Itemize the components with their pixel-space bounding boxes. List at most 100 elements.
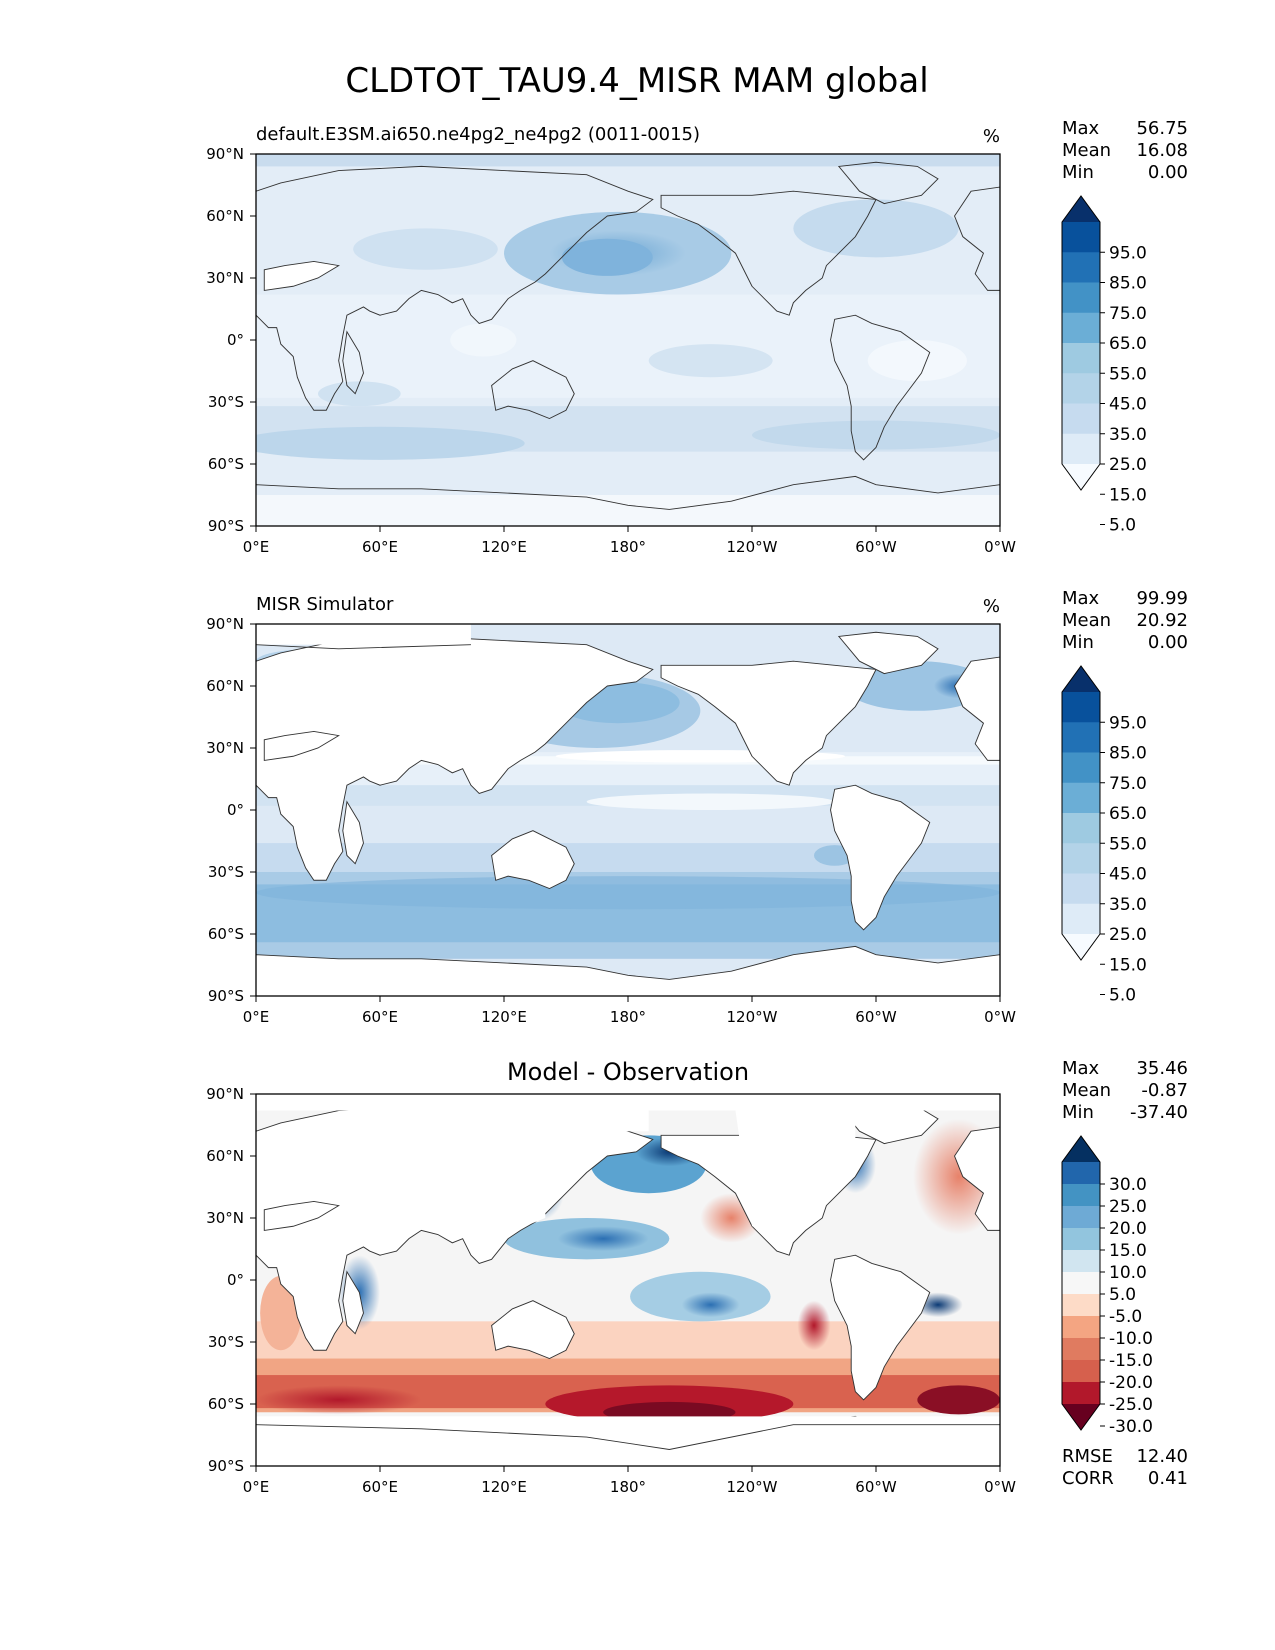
colorbar-bin [1062,403,1100,435]
colorbar-extend-min [1062,1404,1100,1430]
colorbar-label: 5.0 [1109,516,1136,536]
lon-label: 60°W [855,1478,897,1496]
map-reference [256,624,1000,996]
lat-label: 90°N [206,1085,244,1103]
colorbar-bin [1062,1316,1100,1339]
colorbar-test: 95.0 85.0 75.0 65.0 55.0 45.0 35.0 25.0 15.0 5.0 [1061,195,1147,536]
colorbar-bin [1062,1338,1100,1361]
lat-label: 60°N [206,677,244,695]
lat-label: 30°S [208,393,244,411]
colorbar-bin [1062,1206,1100,1229]
stat-value: 0.00 [1148,162,1188,183]
colorbar-bin [1062,343,1100,374]
stat-value: 35.46 [1136,1058,1188,1079]
metric-label: RMSE [1062,1446,1113,1467]
lon-label: 120°W [727,538,778,556]
colorbar-extend-max [1062,196,1100,222]
metrics-difference: RMSE 12.40 CORR 0.41 [1062,1446,1188,1489]
panel-test-units: % [983,126,1000,147]
lon-ticks-difference: 0°E 60°E 120°E 180° 120°W 60°W 0°W [243,1466,1016,1496]
colorbar-label: -20.0 [1109,1373,1153,1393]
colorbar-label: 85.0 [1109,744,1147,764]
colorbar-label: 15.0 [1109,955,1147,975]
lat-label: 30°N [206,269,244,287]
colorbar-label: -5.0 [1109,1307,1142,1327]
colorbar-label: 55.0 [1109,364,1147,384]
stats-difference: Max 35.46 Mean -0.87 Min -37.40 [1062,1058,1188,1123]
colorbar-label: 15.0 [1109,485,1147,505]
colorbar-label: -10.0 [1109,1329,1153,1349]
panel-test-left-title: default.E3SM.ai650.ne4pg2_ne4pg2 (0011-0… [256,124,700,145]
colorbar-label: 35.0 [1109,895,1147,915]
colorbar-label: 30.0 [1109,1175,1147,1195]
colorbar-label: -25.0 [1109,1395,1153,1415]
lat-label: 30°N [206,739,244,757]
lon-label: 0°W [984,538,1016,556]
stat-label: Min [1062,1102,1094,1123]
stat-label: Mean [1062,140,1111,161]
stat-label: Mean [1062,610,1111,631]
stats-test: Max 56.75 Mean 16.08 Min 0.00 [1062,118,1188,183]
colorbar-label: 25.0 [1109,1197,1147,1217]
colorbar-reference: 95.0 85.0 75.0 65.0 55.0 45.0 35.0 25.0 15.0 5.0 [1061,665,1147,1006]
colorbar-extend-max [1062,666,1100,692]
colorbar-bin [1062,903,1100,935]
lon-label: 60°W [855,538,897,556]
colorbar-label: 95.0 [1109,243,1147,263]
lon-label: 60°E [362,1478,398,1496]
lon-label: 120°E [481,1478,527,1496]
panel-reference-left-title: MISR Simulator [256,594,394,615]
stat-value: -37.40 [1130,1102,1188,1123]
lon-ticks-reference: 0°E 60°E 120°E 180° 120°W 60°W 0°W [243,996,1016,1026]
colorbar-label: 55.0 [1109,834,1147,854]
lon-label: 180° [610,1478,646,1496]
map-difference [256,1094,1000,1466]
lon-label: 60°E [362,1008,398,1026]
lat-label: 0° [227,1271,244,1289]
colorbar-bin [1062,1162,1100,1185]
lon-label: 180° [610,1008,646,1026]
colorbar-extend-max [1062,1136,1100,1162]
colorbar-extend-min [1062,464,1100,490]
stat-label: Min [1062,632,1094,653]
colorbar-label: 65.0 [1109,334,1147,354]
colorbar-bin [1062,1250,1100,1273]
colorbar-bin [1062,692,1100,723]
panel-reference-units: % [983,596,1000,617]
lon-label: 120°W [727,1008,778,1026]
lat-label: 60°S [208,1395,244,1413]
lat-label: 0° [227,331,244,349]
colorbar-label: 85.0 [1109,274,1147,294]
lon-label: 120°E [481,538,527,556]
colorbar-label: 20.0 [1109,1219,1147,1239]
figure-title: CLDTOT_TAU9.4_MISR MAM global [345,61,928,101]
colorbar-label: 65.0 [1109,804,1147,824]
colorbar-label: 75.0 [1109,304,1147,324]
lat-ticks-test: 90°N 60°N 30°N 0° 30°S 60°S 90°S [206,145,256,535]
stat-value: 16.08 [1136,140,1188,161]
stat-label: Max [1062,1058,1100,1079]
stat-value: 56.75 [1136,118,1188,139]
panel-difference-center-title: Model - Observation [507,1058,749,1086]
lat-label: 90°N [206,615,244,633]
colorbar-bin [1062,433,1100,465]
stat-value: -0.87 [1141,1080,1188,1101]
stat-label: Max [1062,588,1100,609]
panel-test: default.E3SM.ai650.ne4pg2_ne4pg2 (0011-0… [206,118,1188,556]
stat-label: Min [1062,162,1094,183]
colorbar-bin [1062,222,1100,253]
lon-label: 0°W [984,1478,1016,1496]
stat-value: 99.99 [1136,588,1188,609]
lat-label: 60°S [208,925,244,943]
colorbar-bin [1062,813,1100,844]
lon-ticks-test: 0°E 60°E 120°E 180° 120°W 60°W 0°W [243,526,1016,556]
colorbar-bin [1062,1294,1100,1317]
lon-label: 0°E [243,538,270,556]
panel-reference: MISR Simulator % 90°N 60°N 30°N 0° 30°S … [206,588,1188,1026]
lat-ticks-difference: 90°N 60°N 30°N 0° 30°S 60°S 90°S [206,1085,256,1475]
colorbar-bin [1062,1228,1100,1251]
lon-label: 180° [610,538,646,556]
lon-label: 0°W [984,1008,1016,1026]
lat-label: 60°N [206,1147,244,1165]
